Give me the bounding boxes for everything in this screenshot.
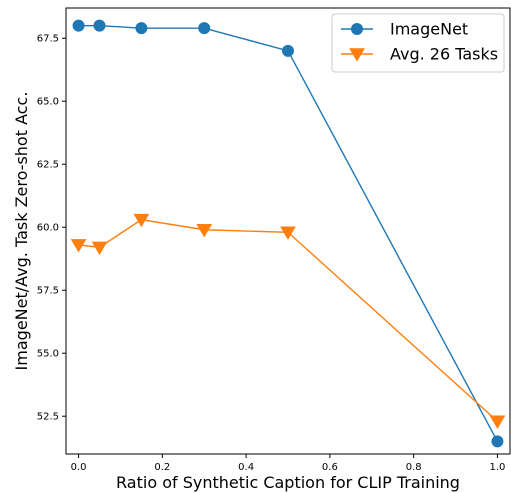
data-point-avg-tasks (489, 415, 506, 429)
legend-label-imagenet: ImageNet (390, 20, 468, 39)
series-layer (70, 19, 506, 448)
legend-marker-avg-tasks (349, 48, 365, 62)
x-tick-label: 0.0 (71, 462, 87, 473)
y-tick-label: 55.0 (37, 349, 59, 360)
x-axis-ticks: 0.0 0.2 0.4 0.6 0.8 1.0 (71, 454, 505, 473)
x-axis-label: Ratio of Synthetic Caption for CLIP Trai… (116, 473, 460, 492)
x-tick-label: 0.4 (238, 462, 254, 473)
plot-frame (65, 7, 511, 455)
data-point-imagenet (282, 44, 294, 57)
data-point-avg-tasks (280, 226, 296, 240)
y-tick-label: 62.5 (37, 160, 59, 171)
data-point-imagenet (491, 435, 504, 448)
legend-box (331, 13, 505, 73)
y-tick-label: 52.5 (37, 412, 59, 423)
y-tick-label: 67.5 (37, 34, 59, 45)
y-tick-label: 57.5 (37, 286, 59, 297)
x-tick-label: 0.2 (154, 462, 170, 473)
x-tick-label: 0.8 (406, 462, 422, 473)
data-point-avg-tasks (70, 239, 87, 253)
data-point-imagenet (198, 22, 211, 35)
data-point-avg-tasks (196, 223, 213, 238)
legend: ImageNet Avg. 26 Tasks (331, 13, 505, 73)
data-point-imagenet (93, 19, 106, 32)
x-tick-label: 1.0 (489, 462, 505, 473)
y-tick-label: 65.0 (37, 97, 59, 108)
x-tick-label: 0.6 (322, 462, 338, 473)
legend-marker-imagenet (351, 23, 363, 35)
data-point-imagenet (135, 22, 148, 35)
y-tick-label: 60.0 (37, 223, 59, 234)
data-point-avg-tasks (133, 213, 150, 228)
y-axis-ticks: 52.5 55.0 57.5 60.0 62.5 65.0 67.5 (37, 34, 66, 423)
data-point-imagenet (72, 19, 85, 32)
y-axis-label: ImageNet/Avg. Task Zero-shot Acc. (12, 92, 31, 371)
data-point-avg-tasks (91, 241, 108, 256)
legend-label-avg-tasks: Avg. 26 Tasks (390, 45, 498, 64)
